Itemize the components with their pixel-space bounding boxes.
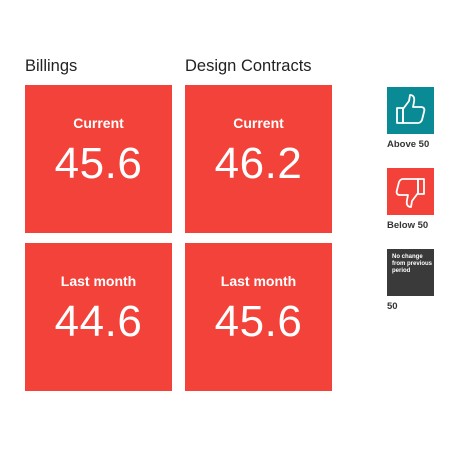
tile-label: Current [73, 115, 124, 131]
tile-label: Current [233, 115, 284, 131]
tile-label: Last month [60, 273, 137, 289]
thumbs-down-icon [395, 178, 425, 208]
design-contracts-current-tile: Current 46.2 [185, 85, 332, 233]
legend-nochange-box [387, 249, 434, 296]
tile-value: 44.6 [54, 297, 143, 346]
billings-title: Billings [25, 57, 78, 75]
legend-above-box [387, 87, 434, 134]
legend-nochange-caption: 50 [387, 301, 398, 312]
tile-value: 45.6 [54, 139, 143, 188]
design-contracts-last-month-tile: Last month 45.6 [185, 243, 332, 391]
design-contracts-title: Design Contracts [185, 57, 312, 75]
thumbs-up-icon [396, 94, 426, 124]
tile-value: 45.6 [214, 297, 303, 346]
legend-below-caption: Below 50 [387, 220, 429, 231]
legend-above-caption: Above 50 [387, 139, 430, 150]
billings-last-month-tile: Last month 44.6 [25, 243, 172, 391]
billings-current-tile: Current 45.6 [25, 85, 172, 233]
tile-value: 46.2 [214, 139, 303, 188]
legend-nochange-text: No change from previous period [392, 254, 433, 274]
tile-label: Last month [220, 273, 297, 289]
legend-below-box [387, 168, 434, 215]
